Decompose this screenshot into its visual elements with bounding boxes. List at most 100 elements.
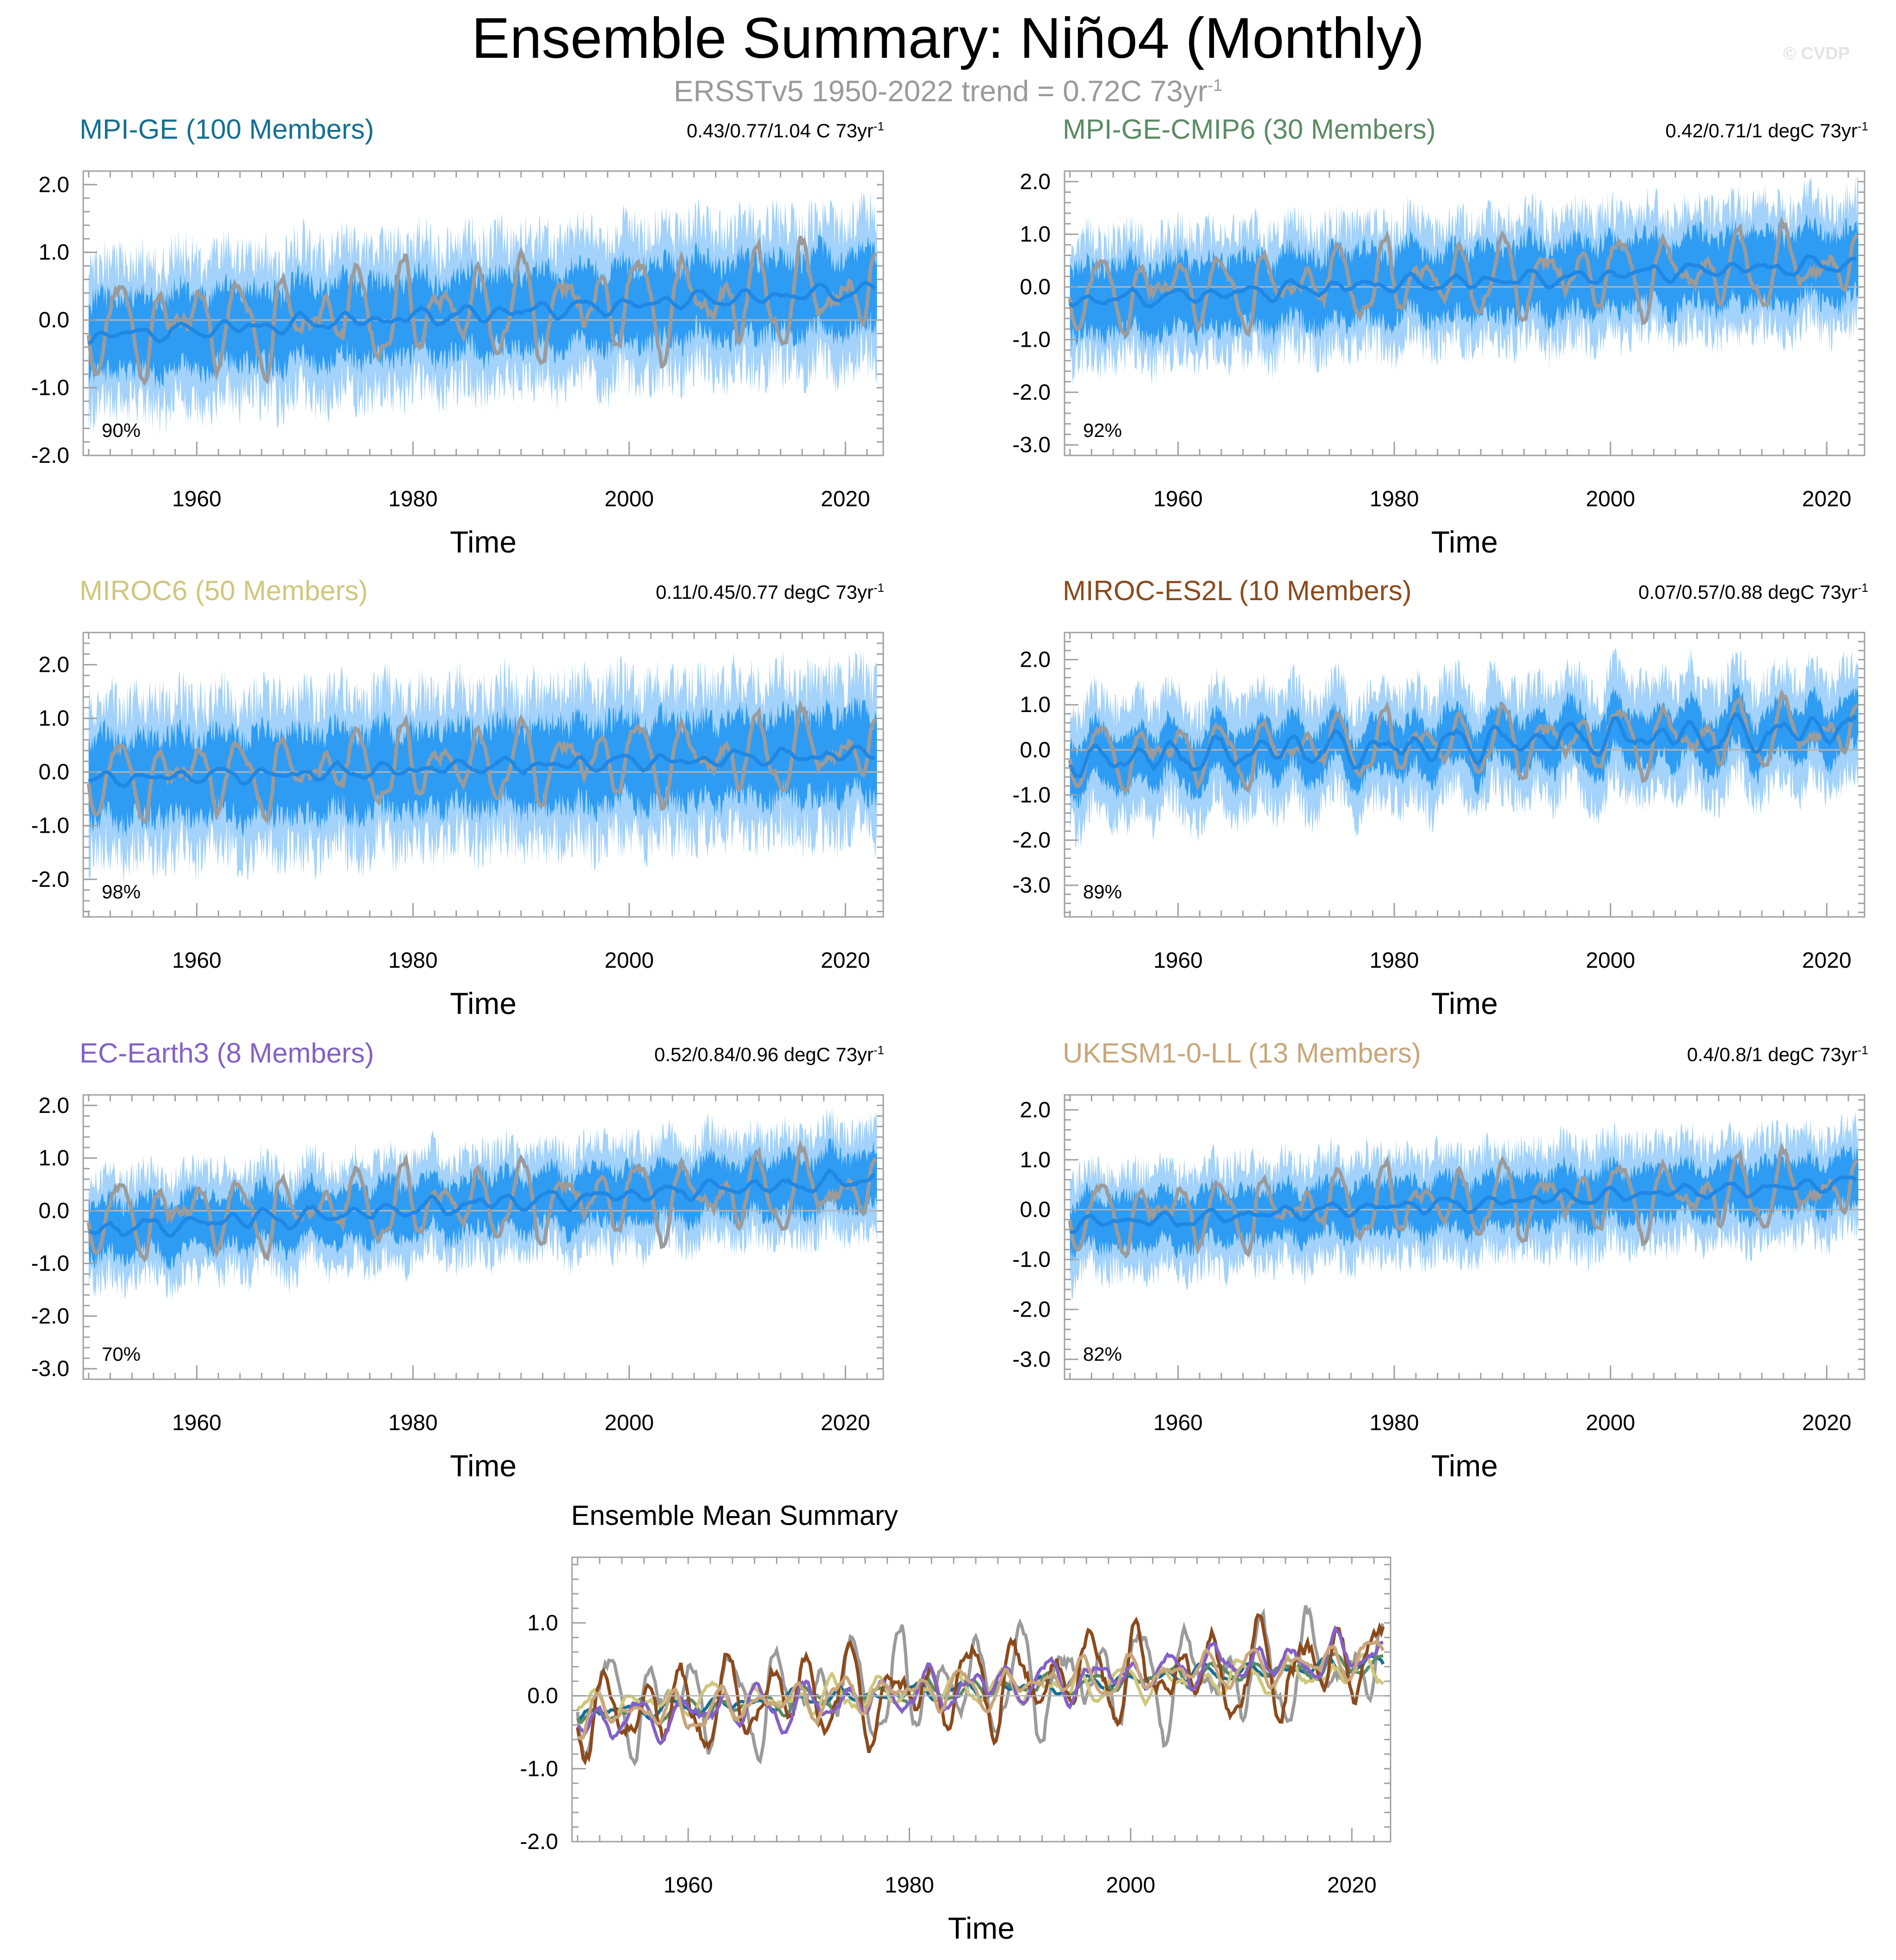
chart-miroc-es2l: 89% 1960 1980 2000 2020 -3.0 -2.0 -1.0 0.0 1.0 2.0…: [1012, 632, 1865, 1020]
y-tick-label: 2.0: [38, 172, 69, 197]
y-tick-label: -2.0: [31, 867, 69, 892]
obs-line: [86, 699, 878, 825]
percent-label: 92%: [1083, 419, 1122, 441]
trend-text: 0.07/0.57/0.88 degC 73yr: [1638, 581, 1858, 603]
x-tick-label: 2020: [1802, 1411, 1852, 1435]
x-tick-label: 2020: [1327, 1873, 1377, 1898]
y-tick-label: 1.0: [38, 1146, 69, 1171]
chart-ukesm1-0-ll: 82% 1960 1980 2000 2020 -3.0 -2.0 -1.0 0.0 1.0 2.0…: [1012, 1094, 1865, 1483]
y-tick-label: 2.0: [1020, 1098, 1051, 1122]
trend-text: 0.42/0.71/1 degC 73yr: [1665, 120, 1858, 141]
trend-mpi-ge: 0.43/0.77/1.04 C 73yr-1: [687, 119, 884, 142]
panel-title-ukesm1-0-ll: UKESM1-0-LL (13 Members): [1063, 1038, 1421, 1069]
y-tick-label: -1.0: [520, 1757, 558, 1781]
inner-range-band: [88, 234, 877, 390]
y-tick-label: -3.0: [1012, 873, 1051, 898]
x-tick-label: 1960: [1153, 948, 1203, 973]
y-tick-label: 1.0: [38, 240, 69, 265]
y-tick-label: 2.0: [38, 1094, 69, 1118]
panel-title-ensemble-mean-summary: Ensemble Mean Summary: [571, 1500, 898, 1531]
x-axis-title: Time: [948, 1911, 1015, 1945]
x-tick-label: 2020: [821, 1411, 870, 1435]
chart-ec-earth3: 70% 1960 1980 2000 2020 -3.0 -2.0 -1.0 0.0 1.0 2.0…: [31, 1094, 884, 1483]
y-tick-label: -2.0: [1012, 380, 1051, 405]
panel-title-mpi-ge: MPI-GE (100 Members): [80, 114, 374, 145]
y-tick-label: -3.0: [1012, 1347, 1051, 1372]
y-tick-label: 1.0: [1020, 1148, 1051, 1172]
series-line-ersstv5: [576, 1605, 1385, 1767]
x-tick-label: 2020: [821, 948, 870, 973]
x-axis-title: Time: [1431, 1449, 1498, 1483]
trend-ec-earth3: 0.52/0.84/0.96 degC 73yr-1: [654, 1043, 884, 1066]
x-tick-label: 1980: [1370, 1411, 1419, 1435]
x-tick-label: 2020: [1802, 948, 1852, 973]
subtitle-text: ERSSTv5 1950-2022 trend = 0.72C 73yr: [673, 74, 1208, 108]
y-tick-label: 1.0: [1020, 693, 1051, 717]
x-tick-label: 1980: [388, 1411, 438, 1435]
trend-mpi-ge-cmip6: 0.42/0.71/1 degC 73yr-1: [1665, 119, 1868, 142]
trend-miroc6: 0.11/0.45/0.77 degC 73yr-1: [656, 581, 884, 603]
obs-line: [86, 1139, 878, 1263]
x-axis-title: Time: [1431, 986, 1498, 1020]
x-tick-label: 2000: [604, 948, 654, 973]
x-tick-label: 2020: [1802, 487, 1852, 511]
x-tick-label: 1980: [1370, 487, 1419, 511]
y-tick-label: 0.0: [1020, 275, 1051, 300]
x-axis-title: Time: [1431, 525, 1498, 559]
panel-title-ec-earth3: EC-Earth3 (8 Members): [80, 1038, 374, 1069]
y-tick-label: -2.0: [1012, 1297, 1051, 1322]
y-tick-label: -2.0: [1012, 828, 1051, 853]
percent-label: 70%: [102, 1343, 141, 1365]
obs-line: [1068, 688, 1859, 795]
y-tick-label: 1.0: [1020, 222, 1051, 247]
ensemble-mean-line: [88, 744, 876, 789]
plot-frame: [1064, 170, 1865, 456]
series-line-miroc-es2l: [576, 1613, 1385, 1766]
y-tick-label: -1.0: [31, 376, 69, 400]
plot-area: [83, 189, 883, 437]
x-tick-label: 2020: [821, 487, 870, 511]
chart-mpi-ge: 90% 1960 1980 2000 2020 -2.0 -1.0 0.0 1.0 2.0 Time: [31, 170, 884, 559]
trend-ukesm1-0-ll: 0.4/0.8/1 degC 73yr-1: [1687, 1043, 1868, 1066]
plot-frame: [82, 1094, 884, 1380]
y-tick-label: 0.0: [38, 760, 69, 785]
series-line-ukesm1-0-ll: [577, 1640, 1385, 1741]
plot-frame: [571, 1556, 1391, 1843]
y-tick-label: 0.0: [1020, 738, 1051, 762]
chart-ensemble-mean-summary: 1960 1980 2000 2020 -2.0 -1.0 0.0 1.0 Time: [520, 1556, 1391, 1945]
trend-miroc-es2l: 0.07/0.57/0.88 degC 73yr-1: [1638, 581, 1868, 603]
plot-frame: [82, 632, 884, 918]
y-tick-label: -2.0: [520, 1830, 558, 1854]
x-tick-label: 2000: [1586, 948, 1635, 973]
figure-subtitle: ERSSTv5 1950-2022 trend = 0.72C 73yr-1: [0, 74, 1896, 108]
y-tick-label: -2.0: [31, 443, 69, 468]
x-tick-label: 1960: [172, 1411, 222, 1435]
figure-title: Ensemble Summary: Niño4 (Monthly): [471, 6, 1425, 70]
plot-area: [83, 1107, 883, 1302]
x-tick-label: 1980: [388, 948, 438, 973]
trend-text: 0.11/0.45/0.77 degC 73yr: [655, 581, 874, 603]
plot-area: [1065, 1112, 1865, 1299]
trend-exponent: -1: [1857, 581, 1868, 595]
y-tick-label: -3.0: [1012, 433, 1051, 457]
y-tick-label: -1.0: [31, 1251, 69, 1276]
x-tick-label: 2000: [1106, 1873, 1156, 1898]
plot-area: [83, 649, 883, 884]
y-tick-label: -1.0: [1012, 327, 1051, 352]
watermark: © CVDP: [1783, 44, 1850, 63]
y-tick-label: 2.0: [38, 653, 69, 677]
plot-area: [1065, 648, 1865, 848]
trend-text: 0.43/0.77/1.04 C 73yr: [686, 120, 874, 141]
trend-exponent: -1: [1857, 119, 1868, 133]
plot-frame: [1064, 632, 1865, 918]
percent-label: 82%: [1083, 1343, 1122, 1365]
ensemble-mean-line: [87, 281, 877, 345]
plot-frame: [1064, 1094, 1865, 1380]
ensemble-mean-line: [88, 1168, 876, 1239]
x-tick-label: 1980: [1370, 948, 1419, 973]
y-tick-label: -1.0: [31, 814, 69, 838]
y-tick-label: 2.0: [1020, 170, 1051, 194]
y-tick-label: -2.0: [31, 1304, 69, 1328]
trend-exponent: -1: [873, 119, 884, 133]
